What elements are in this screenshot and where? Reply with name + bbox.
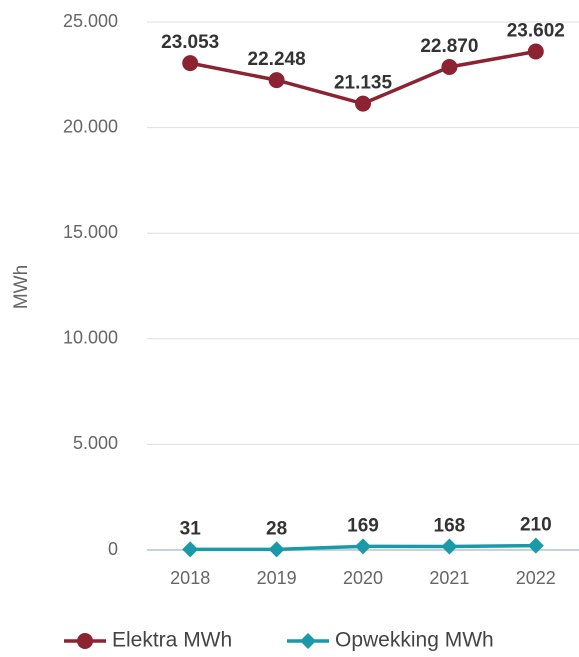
data-label: 31 xyxy=(180,518,202,539)
y-tick-label: 10.000 xyxy=(63,328,118,348)
x-tick-label: 2021 xyxy=(429,568,469,588)
y-tick-label: 5.000 xyxy=(73,433,118,453)
data-point xyxy=(355,95,371,112)
data-label: 168 xyxy=(434,515,466,536)
data-label: 28 xyxy=(266,518,287,539)
legend-marker xyxy=(300,633,316,649)
data-point xyxy=(268,541,285,558)
data-label: 210 xyxy=(520,515,552,536)
data-point xyxy=(268,72,285,89)
data-point xyxy=(527,43,544,60)
data-point xyxy=(182,541,199,558)
data-point xyxy=(182,55,199,72)
data-point xyxy=(527,537,544,554)
data-point xyxy=(441,538,458,555)
data-label: 23.053 xyxy=(161,32,219,53)
y-tick-label: 20.000 xyxy=(63,116,118,136)
x-tick-label: 2019 xyxy=(257,568,297,588)
data-point xyxy=(441,58,458,75)
data-label: 169 xyxy=(347,515,379,536)
data-point xyxy=(355,538,371,555)
data-label: 23.602 xyxy=(507,21,565,42)
legend-label: Opwekking MWh xyxy=(335,629,494,652)
y-tick-label: 0 xyxy=(108,539,118,559)
y-tick-label: 15.000 xyxy=(63,222,118,242)
legend-label: Elektra MWh xyxy=(112,629,232,652)
data-label: 22.248 xyxy=(248,49,306,70)
y-tick-label: 25.000 xyxy=(63,11,118,31)
x-tick-label: 2022 xyxy=(516,568,556,588)
data-label: 22.870 xyxy=(420,36,478,57)
x-tick-label: 2018 xyxy=(170,568,210,588)
data-label: 21.135 xyxy=(334,73,393,94)
legend-marker xyxy=(77,633,93,649)
y-axis-label: MWh xyxy=(11,265,32,309)
x-tick-label: 2020 xyxy=(343,568,383,588)
